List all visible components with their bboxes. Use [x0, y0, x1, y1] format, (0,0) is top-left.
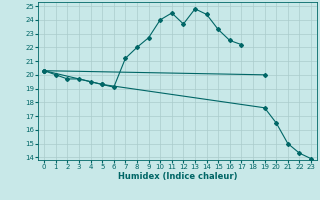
X-axis label: Humidex (Indice chaleur): Humidex (Indice chaleur)	[118, 172, 237, 181]
